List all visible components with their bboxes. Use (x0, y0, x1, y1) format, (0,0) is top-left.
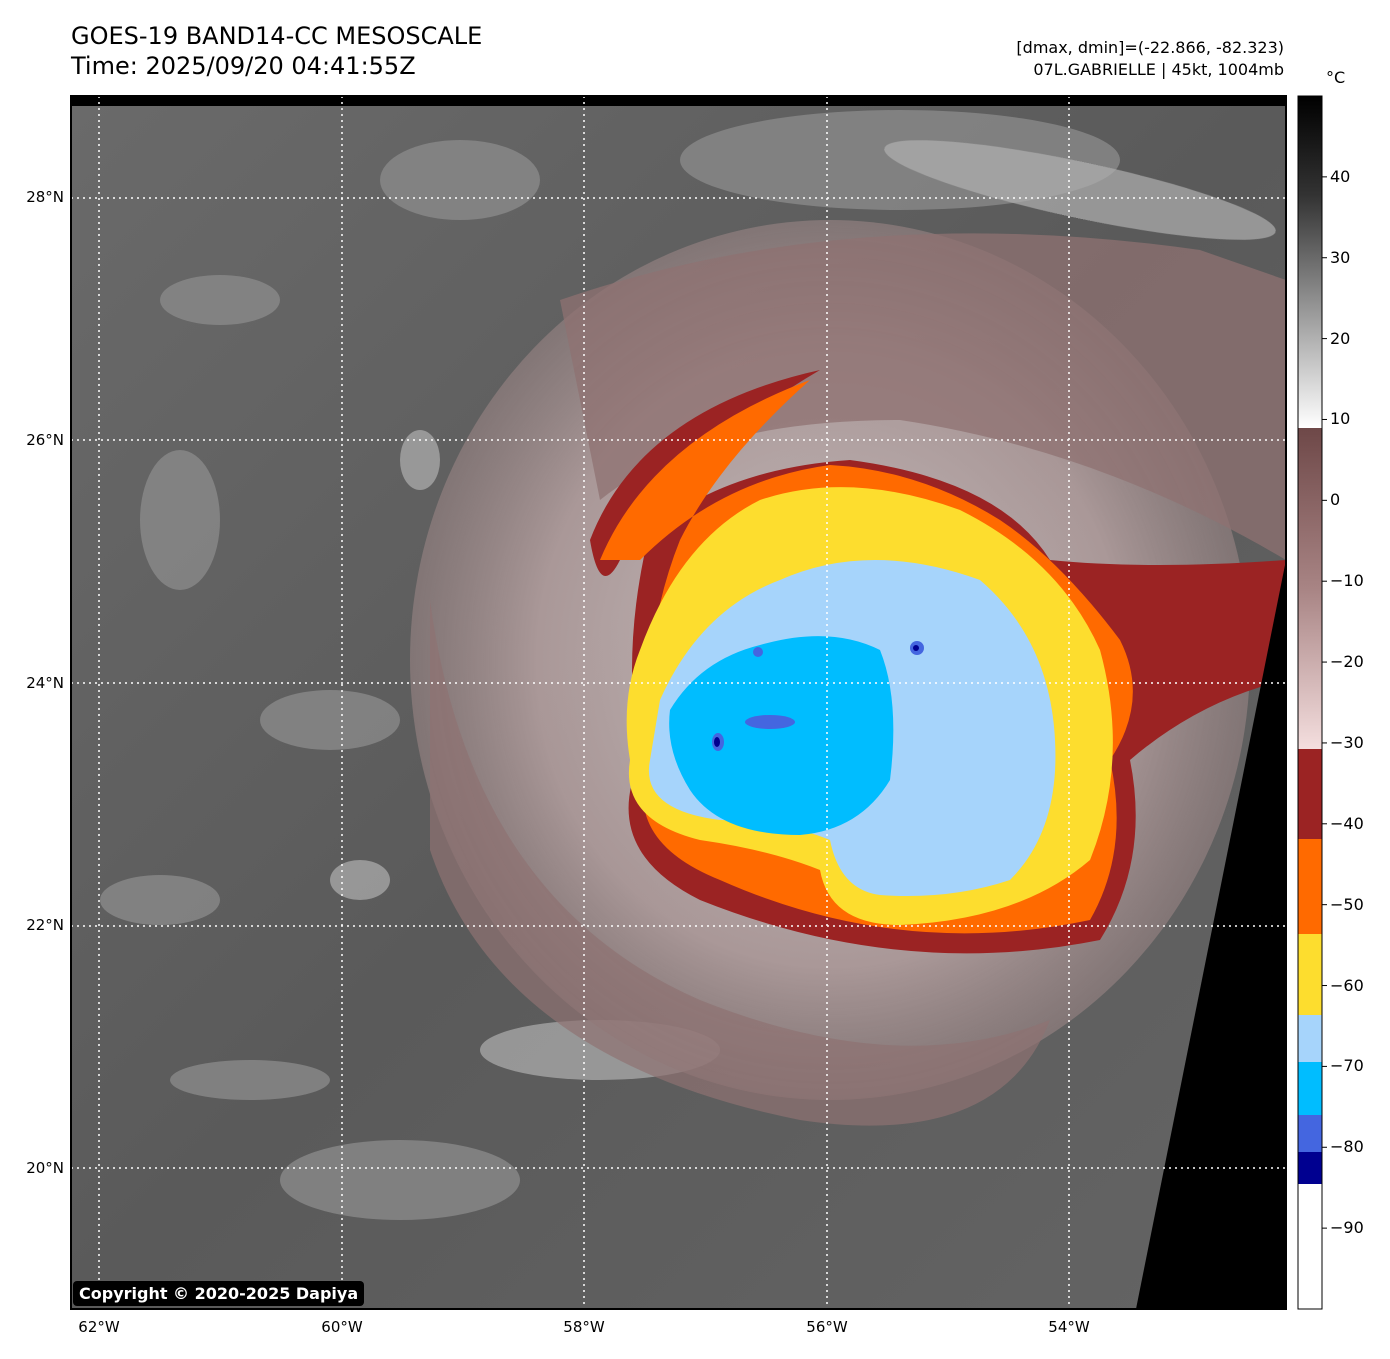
colorbar-tick-label: −50 (1330, 894, 1364, 914)
colorbar-tick-label: −20 (1330, 652, 1364, 672)
colorbar-unit: °C (1326, 68, 1346, 87)
colorbar-orange-segment (1298, 839, 1322, 934)
lon-label-56w: 56°W (806, 1318, 848, 1336)
colorbar-gray-segment (1298, 96, 1322, 428)
southern-band (430, 600, 1050, 1126)
colorbar-ticks (1322, 176, 1327, 1229)
colorbar-tick-label: −80 (1330, 1137, 1364, 1157)
lon-label-62w: 62°W (78, 1318, 120, 1336)
lat-label-22n: 22°N (26, 916, 64, 934)
colorbar-royal-blue-segment (1298, 1115, 1322, 1152)
colorbar-frame (1297, 95, 1323, 1310)
colorbar-tick-label: 0 (1330, 490, 1341, 510)
colorbar (1297, 95, 1327, 1310)
lon-label-54w: 54°W (1048, 1318, 1090, 1336)
colorbar-tick-label: −40 (1330, 813, 1364, 833)
colorbar-tick-label: 10 (1330, 409, 1351, 429)
colorbar-tick-label: −70 (1330, 1056, 1364, 1076)
imagery-layer (71, 96, 1286, 1309)
band-minus-85 (714, 645, 919, 747)
colorbar-navy-segment (1298, 1152, 1322, 1184)
copyright-badge: Copyright © 2020-2025 Dapiya (73, 1281, 365, 1306)
storm-info: 07L.GABRIELLE | 45kt, 1004mb (1033, 60, 1284, 79)
top-no-data-strip (71, 96, 1286, 106)
colorbar-cyan-segment (1298, 1062, 1322, 1115)
colorbar-white-segment (1298, 1184, 1322, 1309)
no-data-region (1136, 560, 1286, 1309)
colorbar-tick-label: 40 (1330, 166, 1351, 186)
band-minus-75 (669, 636, 894, 835)
colorbar-tick-label: 30 (1330, 247, 1351, 267)
lat-label-20n: 20°N (26, 1159, 64, 1177)
lon-label-60w: 60°W (321, 1318, 363, 1336)
colorbar-tick-label: −10 (1330, 571, 1364, 591)
graticule (71, 96, 1286, 1309)
lat-label-26n: 26°N (26, 431, 64, 449)
colorbar-yellow-segment (1298, 934, 1322, 1015)
outflow-band (560, 233, 1286, 561)
lon-label-58w: 58°W (563, 1318, 605, 1336)
timestamp: Time: 2025/09/20 04:41:55Z (71, 52, 416, 80)
colorbar-light-blue-segment (1298, 1015, 1322, 1062)
lat-label-24n: 24°N (26, 674, 64, 692)
colorbar-tick-label: −90 (1330, 1218, 1364, 1238)
colorbar-tick-label: −30 (1330, 732, 1364, 752)
lat-label-28n: 28°N (26, 188, 64, 206)
colorbar-tick-label: 20 (1330, 328, 1351, 348)
colorbar-tick-label: −60 (1330, 975, 1364, 995)
colorbar-dark-red-segment (1298, 749, 1322, 839)
colorbar-brown-segment (1298, 428, 1322, 749)
data-range: [dmax, dmin]=(-22.866, -82.323) (1016, 38, 1284, 57)
map-frame (70, 95, 1287, 1310)
chart-title: GOES-19 BAND14-CC MESOSCALE (71, 22, 483, 50)
